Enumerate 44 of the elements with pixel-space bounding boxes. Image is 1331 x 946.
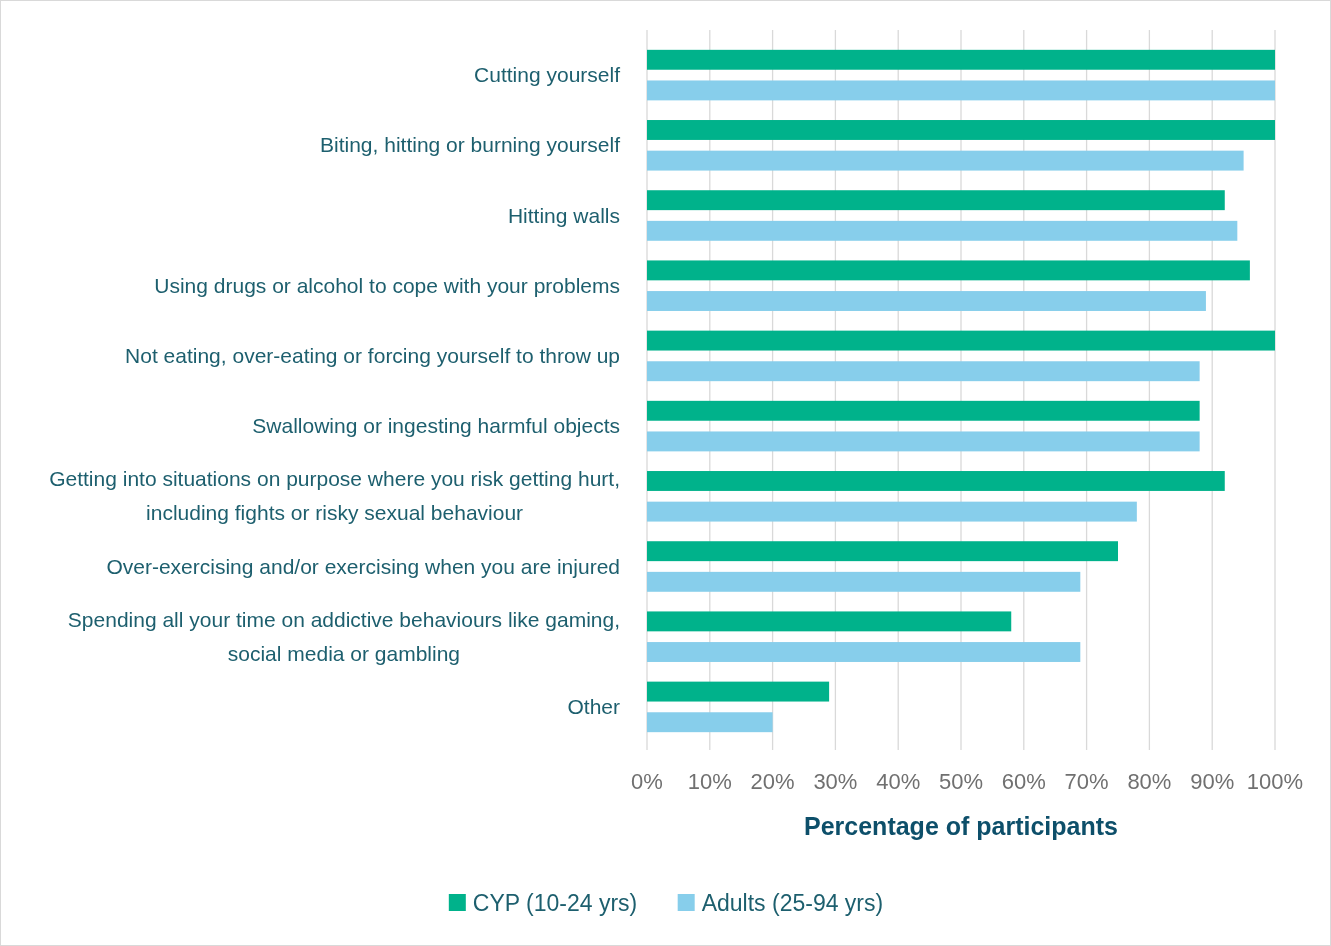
y-tick-label: Hitting walls <box>507 203 621 227</box>
bar <box>647 291 1206 311</box>
bar <box>647 431 1200 452</box>
y-tick-label: Cutting yourself <box>474 63 621 87</box>
bar <box>647 471 1225 491</box>
bar <box>647 330 1275 351</box>
bar <box>647 150 1244 171</box>
x-tick-label: 90% <box>1190 769 1235 794</box>
x-tick-label: 30% <box>813 769 858 794</box>
x-tick-label: 10% <box>687 769 732 794</box>
bar <box>647 681 830 702</box>
y-tick-label: Over-exercising and/or exercising when you are injured <box>106 554 620 578</box>
y-tick-label: Using drugs or alcohol to cope with your problems <box>154 273 620 297</box>
bar <box>647 501 1137 522</box>
bar <box>647 712 773 733</box>
bar <box>647 260 1250 281</box>
x-tick-label: 0% <box>631 769 663 794</box>
bar <box>647 120 1275 140</box>
y-tick-label: Not eating, over-eating or forcing yourself to throw up <box>125 343 621 367</box>
x-tick-label: 80% <box>1127 769 1172 794</box>
bar <box>647 361 1200 382</box>
bar <box>647 190 1225 211</box>
y-tick-label: Getting into situations on purpose where you risk getting hurt, including fights or risky sexual behaviour <box>49 467 620 525</box>
bar <box>647 571 1081 592</box>
y-tick-label: Biting, hitting or burning yourself <box>320 133 621 157</box>
y-tick-label: Spending all your time on addictive behaviours like gaming, social media or gambling <box>67 607 620 665</box>
bar <box>647 49 1275 70</box>
x-tick-label: 100% <box>1246 769 1304 794</box>
bar <box>647 220 1238 241</box>
bar <box>647 80 1275 101</box>
x-tick-label: 40% <box>876 769 921 794</box>
x-tick-label: 50% <box>938 769 984 794</box>
x-tick-label: 20% <box>750 769 795 794</box>
legend-label: CYP (10-24 yrs) <box>472 890 638 916</box>
x-tick-label: 70% <box>1064 769 1109 794</box>
bar <box>647 611 1012 632</box>
x-axis-title: Percentage of participants <box>804 812 1118 840</box>
bar <box>647 541 1118 562</box>
y-tick-label: Other <box>567 694 621 718</box>
bar <box>647 400 1200 421</box>
y-tick-label: Swallowing or ingesting harmful objects <box>252 414 620 438</box>
x-tick-label: 60% <box>1001 769 1046 794</box>
bar <box>647 642 1081 662</box>
legend-label: Adults (25-94 yrs) <box>701 890 884 916</box>
